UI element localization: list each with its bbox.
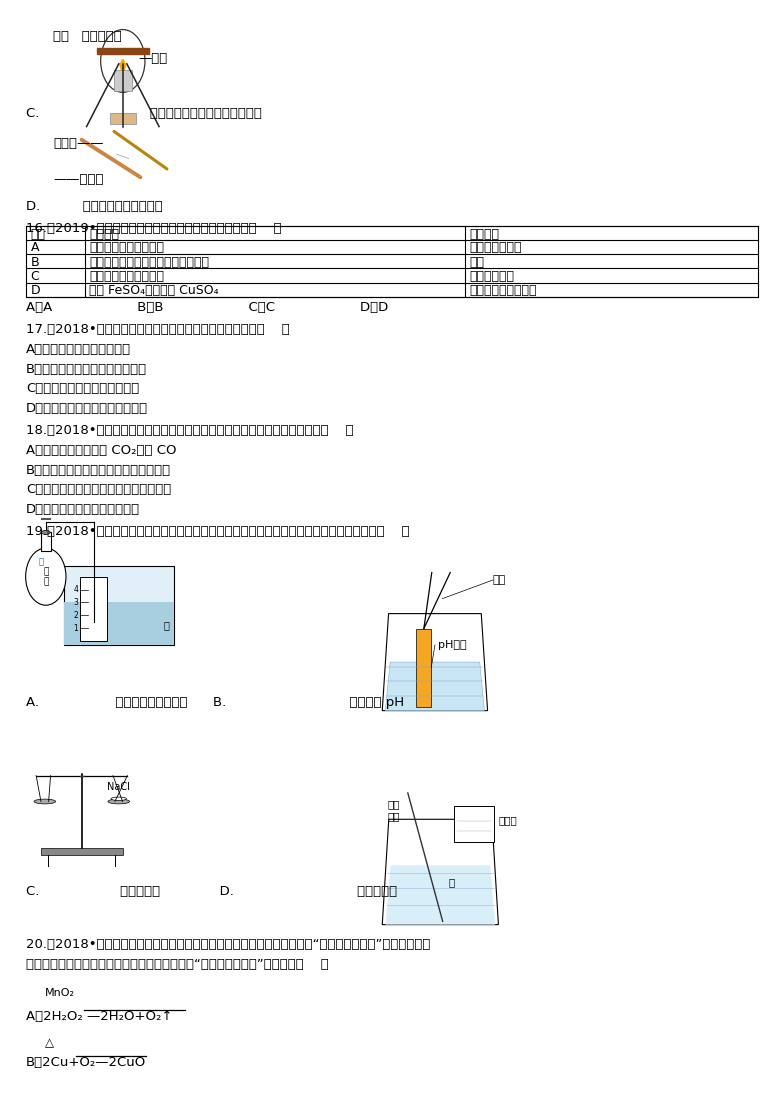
Polygon shape [120, 60, 126, 75]
Bar [64, 601, 174, 644]
Text: B．用燃着的木条鉴别氧气和氢气: B．用燃着的木条鉴别氧气和氢气 [26, 363, 147, 376]
Text: ——纯铜片: ——纯铜片 [53, 173, 104, 186]
Text: C.                          乒乓球碎片比纸片的着火点要低: C. 乒乓球碎片比纸片的着火点要低 [26, 107, 262, 120]
Text: 中的原子全部转入到产品中。下列反应一定符合“化学反应绱色化”要求的是（    ）: 中的原子全部转入到产品中。下列反应一定符合“化学反应绱色化”要求的是（ ） [26, 957, 328, 971]
Text: 检验二氧化碳中含有少量的一氧化碳: 检验二氧化碳中含有少量的一氧化碳 [89, 256, 209, 268]
Text: 1: 1 [73, 624, 78, 633]
Text: 镊子: 镊子 [493, 575, 506, 585]
Text: 浓硫酸: 浓硫酸 [498, 815, 517, 825]
Polygon shape [385, 662, 484, 710]
Text: 除去 FeSO₄溶液中的 CuSO₄: 除去 FeSO₄溶液中的 CuSO₄ [89, 285, 219, 297]
Text: 实验目的: 实验目的 [89, 227, 119, 240]
Bar [80, 577, 107, 641]
Text: 选项: 选项 [30, 227, 46, 240]
Bar [64, 567, 174, 644]
Ellipse shape [108, 799, 129, 804]
Text: A: A [30, 242, 39, 255]
Text: 通过炙热的铜网: 通过炙热的铜网 [470, 242, 523, 255]
Bar [454, 806, 494, 843]
Ellipse shape [34, 799, 55, 804]
Text: △: △ [45, 1037, 55, 1050]
Text: 水: 水 [448, 877, 455, 887]
Text: D．用灼烧的方法鉴别蚕丝和晴纶: D．用灼烧的方法鉴别蚕丝和晴纶 [26, 403, 148, 415]
Text: 19.（2018•二七区校级三模）正确的实验操作是科学探究成功的基础，下列操作中正确的是（    ）: 19.（2018•二七区校级三模）正确的实验操作是科学探究成功的基础，下列操作中… [26, 525, 410, 538]
Text: 水: 水 [163, 620, 169, 630]
Text: pH试纸: pH试纸 [438, 640, 466, 650]
Text: 在空气中灼烧: 在空气中灼烧 [470, 270, 515, 282]
Text: B: B [30, 256, 39, 268]
Text: 不断
搅拌: 不断 搅拌 [388, 800, 400, 821]
Bar [26, 225, 758, 297]
Text: B．2Cu+O₂—2CuO: B．2Cu+O₂—2CuO [26, 1057, 147, 1069]
Text: 17.（2018•金水区校级三模）下列实验方案中不可行的是（    ）: 17.（2018•金水区校级三模）下列实验方案中不可行的是（ ） [26, 323, 289, 336]
Circle shape [26, 548, 66, 606]
Polygon shape [385, 866, 495, 924]
Text: MnO₂: MnO₂ [45, 988, 76, 998]
Text: C．用稀硫酸鉴别铁粉、氧化铜和木炭粉: C．用稀硫酸鉴别铁粉、氧化铜和木炭粉 [26, 483, 172, 496]
Text: C: C [30, 270, 40, 282]
Text: A.                  测定空气中氧气含量      B.                             测溶液的 pH: A. 测定空气中氧气含量 B. 测溶液的 pH [26, 696, 404, 709]
Text: 2: 2 [73, 611, 78, 620]
Text: C．用蒸馏水鉴别硬水和软水等: C．用蒸馏水鉴别硬水和软水等 [26, 383, 140, 396]
Text: A．A                    B．B                    C．C                    D．D: A．A B．B C．C D．D [26, 301, 388, 314]
Text: 水: 水 [38, 558, 44, 567]
Text: A．用稀盐酸鉴别黄金和黄铜: A．用稀盐酸鉴别黄金和黄铜 [26, 343, 131, 356]
Text: 除去木炭粉中的氧化铜: 除去木炭粉中的氧化铜 [89, 270, 165, 282]
Ellipse shape [111, 797, 126, 801]
Bar [114, 71, 132, 92]
Text: D.          黄铜的硬度比纯铜的大: D. 黄铜的硬度比纯铜的大 [26, 201, 163, 213]
Ellipse shape [41, 531, 50, 535]
Bar [41, 848, 122, 855]
Text: 实验操作: 实验操作 [470, 227, 500, 240]
Text: 3: 3 [73, 598, 78, 607]
Text: 点燃: 点燃 [470, 256, 484, 268]
Bar [41, 533, 51, 552]
Text: 除去混入氧气中的氮气: 除去混入氧气中的氮气 [89, 242, 165, 255]
Text: NaCl: NaCl [108, 782, 130, 792]
Text: 18.（2018•金水区校级二模）下列关于物质的除杂和鉴别。说法不正确的是（    ）: 18.（2018•金水区校级二模）下列关于物质的除杂和鉴别。说法不正确的是（ ） [26, 425, 353, 437]
Text: 20.（2018•郑州二模）绿色化学是当今社会提出的一个新概念，其中包含“化学反应绱色化”，即要求原料: 20.（2018•郑州二模）绿色化学是当今社会提出的一个新概念，其中包含“化学反… [26, 938, 431, 951]
Bar [417, 629, 431, 707]
Text: 纸片   乒乓球碎片: 纸片 乒乓球碎片 [53, 30, 122, 43]
Text: D．用稀盐酸除去铜粉中的锅粉: D．用稀盐酸除去铜粉中的锅粉 [26, 503, 140, 516]
Bar [110, 114, 136, 124]
Text: A．用点燃的方法除去 CO₂中的 CO: A．用点燃的方法除去 CO₂中的 CO [26, 443, 176, 457]
Text: 加入足量铁粉，过滤: 加入足量铁粉，过滤 [470, 285, 537, 297]
Text: 木
炭: 木 炭 [43, 567, 48, 587]
Text: 黄铜片——: 黄铜片—— [53, 137, 104, 150]
Text: —铜片: —铜片 [138, 52, 168, 65]
Text: A．2H₂O₂ —2H₂O+O₂↑: A．2H₂O₂ —2H₂O+O₂↑ [26, 1010, 172, 1024]
Text: 16.（2019•郑州一模）下列实验操作能达到实验目的是（    ）: 16.（2019•郑州一模）下列实验操作能达到实验目的是（ ） [26, 223, 282, 235]
Text: C.                   称量氯化钓              D.                             稀释浓硫酸: C. 称量氯化钓 D. 稀释浓硫酸 [26, 885, 397, 898]
Text: D: D [30, 285, 41, 297]
Text: B．用水鉴别礸酸錨固体和氢氧化钓固体: B．用水鉴别礸酸錨固体和氢氧化钓固体 [26, 463, 171, 476]
Bar [97, 49, 149, 54]
Text: 4: 4 [73, 585, 78, 595]
